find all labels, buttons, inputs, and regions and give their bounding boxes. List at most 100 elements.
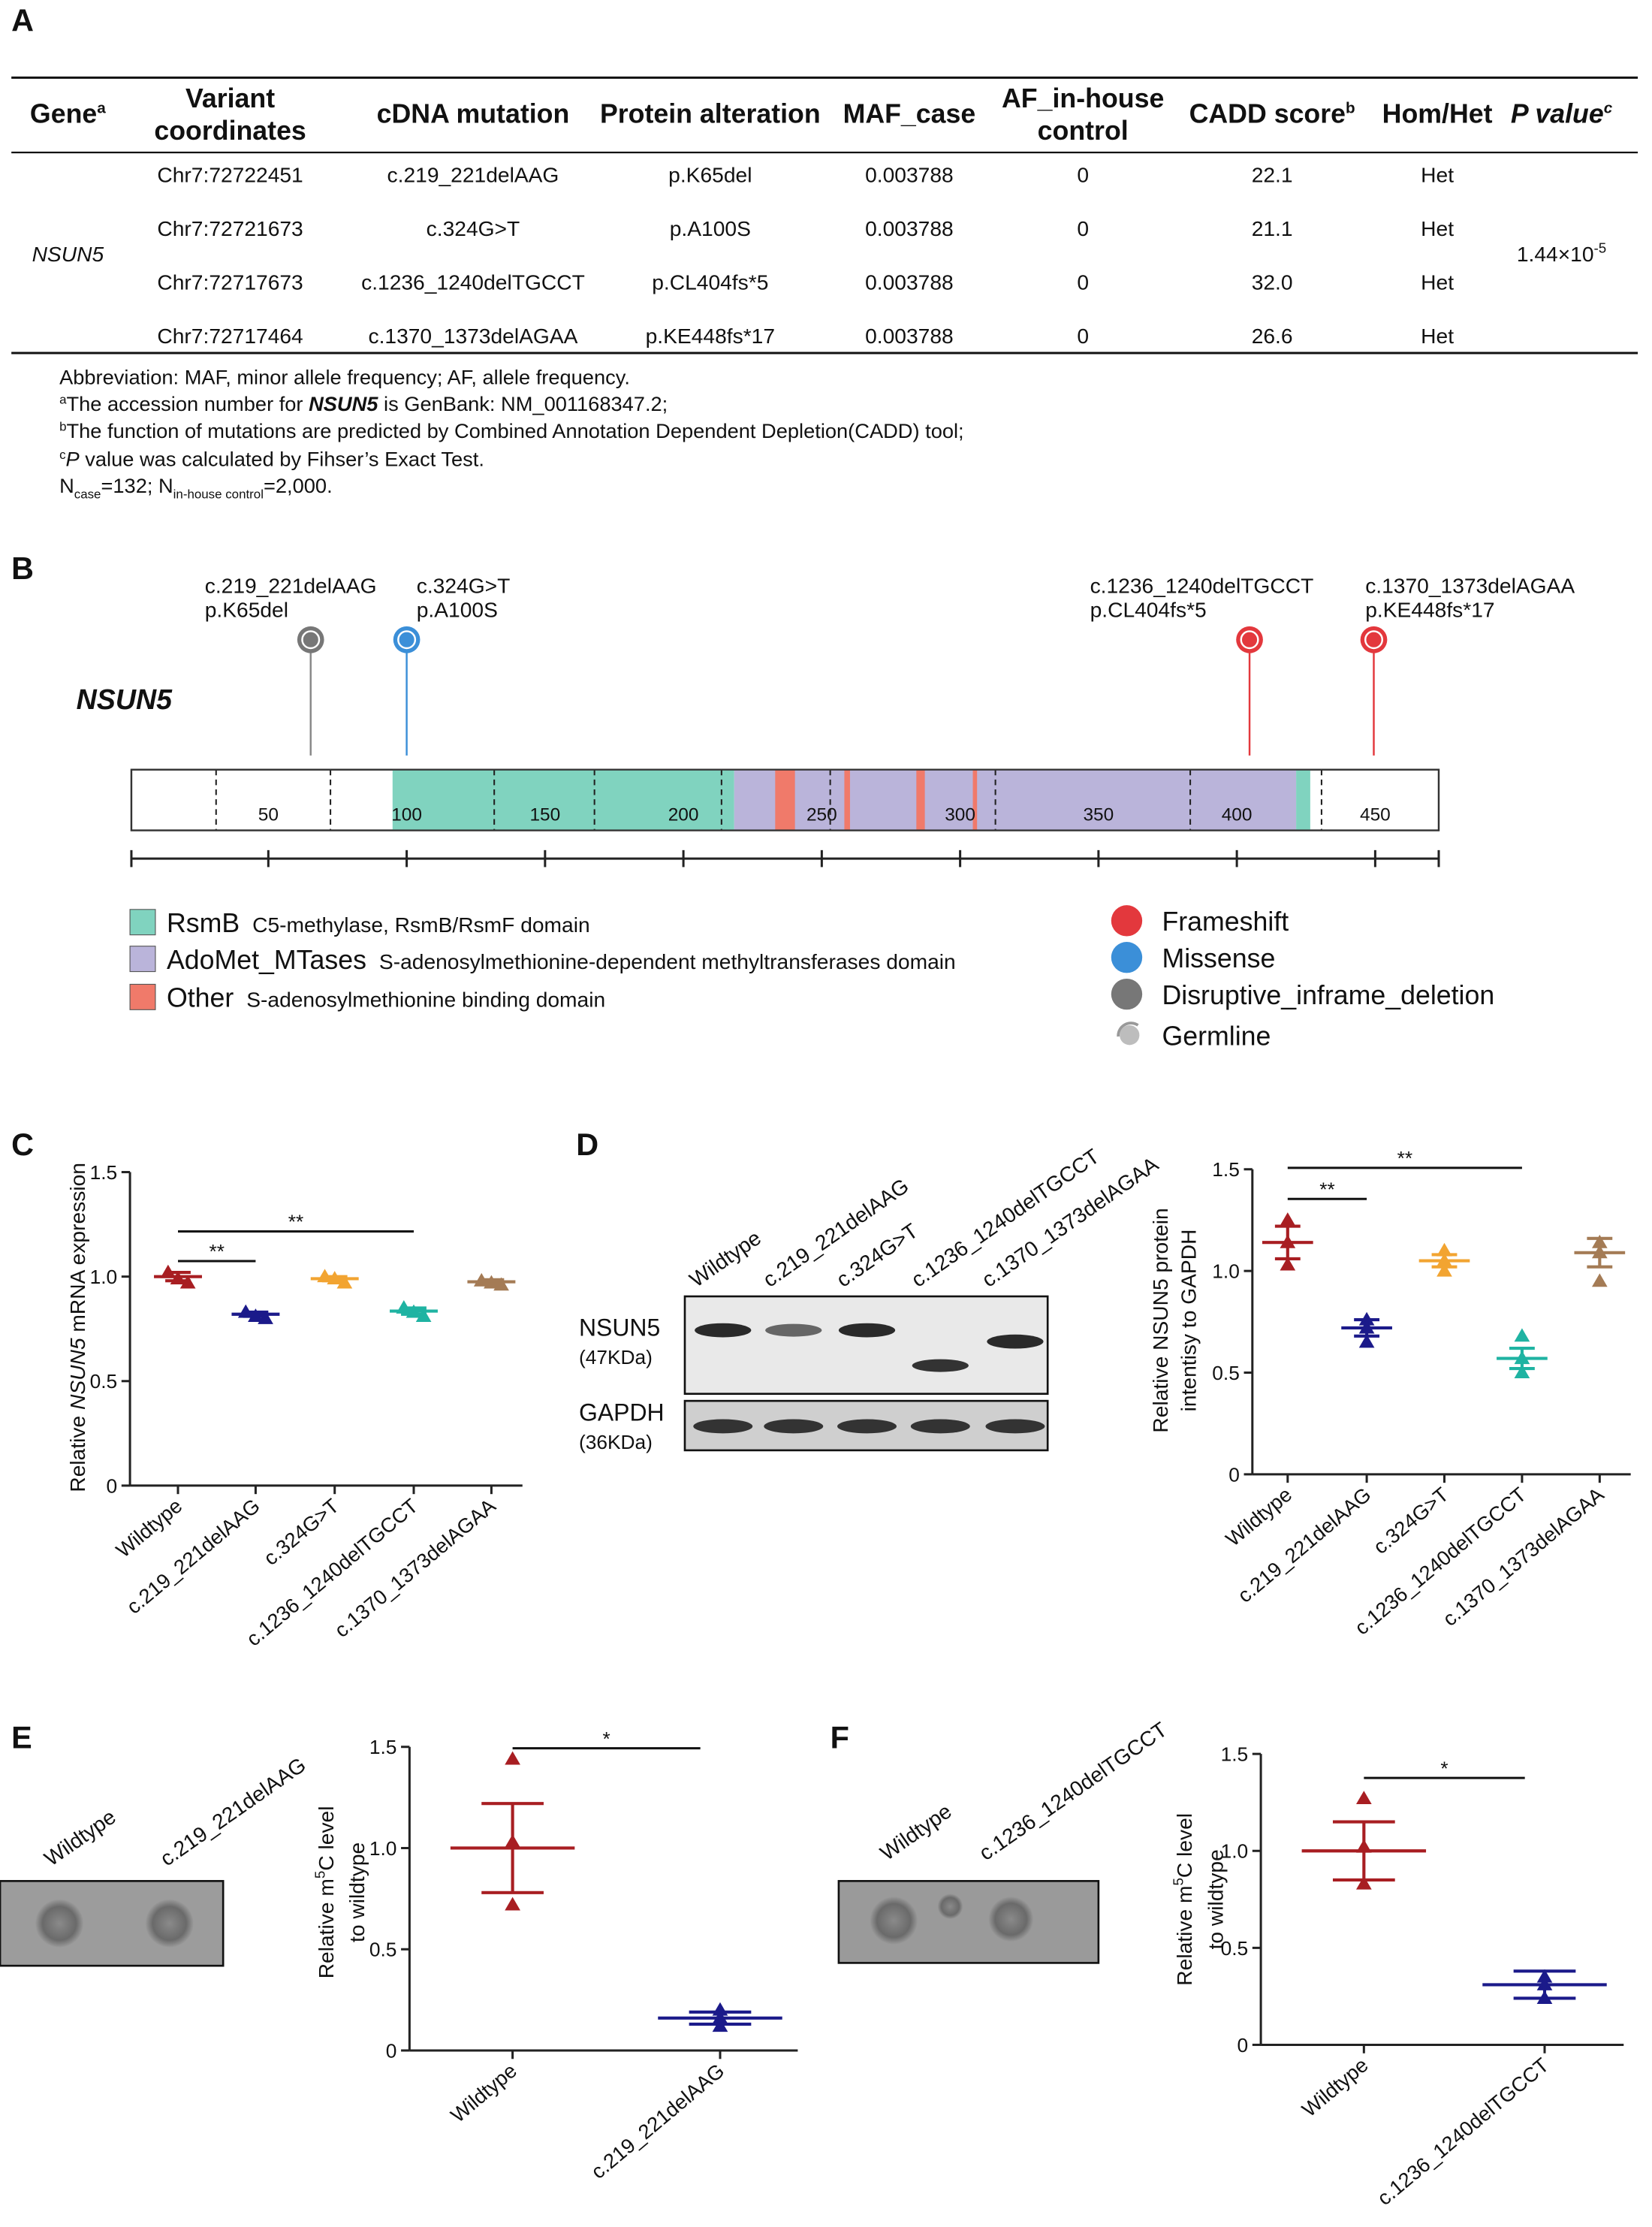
p-value: 1.44×10	[1517, 242, 1594, 266]
data-point	[1436, 1263, 1452, 1277]
y-label-part: NSUN5	[65, 1338, 89, 1410]
mutation-protein: p.A100S	[417, 598, 498, 622]
table-cell: c.1236_1240delTGCCT	[361, 270, 585, 294]
table-cell: 32.0	[1252, 270, 1293, 294]
y-label-sup: 5	[1171, 1878, 1186, 1885]
position-label: 50	[258, 804, 279, 825]
lane-label: c.1236_1240delTGCCT	[975, 1717, 1171, 1865]
data-point	[1358, 1334, 1375, 1348]
table-cell: Het	[1421, 324, 1454, 348]
position-label: 100	[391, 804, 422, 825]
domain	[1296, 769, 1310, 831]
domain	[392, 769, 734, 831]
significance-label: *	[603, 1728, 610, 1750]
legend-swatch	[129, 983, 156, 1010]
y-tick-label: 0.5	[90, 1370, 118, 1393]
legend-marker	[1111, 942, 1143, 973]
footnote-text: =2,000.	[264, 474, 333, 497]
lollipop-ring	[1240, 630, 1259, 650]
y-tick-label: 0	[386, 2039, 397, 2062]
legend-label: Other	[167, 983, 234, 1013]
column-header: MAF_case	[843, 99, 976, 129]
position-label: 400	[1222, 804, 1253, 825]
footnote-mark: a	[59, 393, 67, 407]
header-sup: b	[1346, 99, 1355, 116]
panel-label: C	[11, 1127, 34, 1162]
footnote-sub: case	[74, 487, 101, 502]
dot	[35, 1899, 84, 1948]
legend-marker	[1111, 905, 1143, 937]
table-cell: p.K65del	[668, 163, 752, 187]
significance-label: **	[209, 1240, 224, 1263]
position-label: 450	[1360, 804, 1391, 825]
data-point	[505, 1751, 520, 1765]
table-cell: Chr7:72721673	[157, 216, 303, 240]
lane-label: Wildtype	[876, 1799, 956, 1865]
table-cell: c.219_221delAAG	[387, 163, 559, 187]
table-cell: 0.003788	[865, 216, 954, 240]
data-point	[1355, 1875, 1372, 1890]
table-cell: c.324G>T	[427, 216, 520, 240]
y-tick-label: 0	[1228, 1463, 1240, 1486]
y-tick-label: 1.0	[1221, 1840, 1249, 1863]
y-label-part: Relative	[65, 1410, 89, 1492]
y-axis-label: Relative m5C level	[312, 1806, 338, 1979]
y-label-part: mRNA expression	[65, 1163, 89, 1338]
legend-swatch	[129, 946, 156, 973]
table-cell: Chr7:72717673	[157, 270, 303, 294]
panel-label: E	[11, 1721, 32, 1755]
footnote-sub: in-house control	[173, 487, 264, 502]
column-header: cDNA mutation	[377, 99, 570, 129]
legend-description: S-adenosylmethionine binding domain	[246, 988, 605, 1012]
domain	[916, 769, 925, 831]
position-label: 150	[529, 804, 560, 825]
footnote-text: is GenBank: NM_001168347.2;	[378, 392, 668, 415]
y-tick-label: 1.0	[1212, 1260, 1240, 1283]
p-value-exponent: -5	[1594, 240, 1607, 256]
table-cell: 0	[1077, 324, 1089, 348]
y-label-part: Relative m	[1172, 1886, 1196, 1986]
exon-boundaries	[215, 769, 1322, 831]
table-cell: p.KE448fs*17	[646, 324, 775, 348]
column-header: coordinates	[154, 116, 306, 146]
significance-label: **	[288, 1211, 303, 1233]
dot	[988, 1897, 1034, 1942]
domain	[734, 769, 1297, 831]
lollipop-head	[393, 626, 421, 653]
significance-label: **	[1319, 1178, 1334, 1200]
legend-label: Missense	[1162, 943, 1275, 973]
table-cell: Het	[1421, 163, 1454, 187]
position-label: 350	[1083, 804, 1114, 825]
header-text: MAF_case	[843, 99, 976, 129]
table-cell: c.1370_1373delAGAA	[368, 324, 577, 348]
dot	[937, 1894, 963, 1920]
footnote-text: N	[59, 474, 74, 497]
y-axis-label: to wildtype	[345, 1842, 369, 1942]
data-point	[1355, 1791, 1372, 1805]
y-label-part: Relative m	[314, 1878, 338, 1978]
y-tick-label: 1.5	[90, 1161, 118, 1184]
x-tick-label: Wildtype	[1298, 2053, 1373, 2121]
header-sup: a	[97, 99, 106, 116]
gene-label: NSUN5	[77, 683, 173, 715]
lane-label: Wildtype	[40, 1804, 120, 1870]
position-label: 200	[668, 804, 699, 825]
column-header: Variant	[185, 83, 275, 113]
lollipop-head	[1360, 626, 1388, 653]
significance-label: **	[1397, 1147, 1412, 1169]
header-text: Hom/Het	[1382, 99, 1493, 129]
column-header: Hom/Het	[1382, 99, 1493, 129]
footnote-text: The accession number for	[66, 392, 309, 415]
data-point	[505, 1897, 520, 1911]
table-cell: Het	[1421, 270, 1454, 294]
bands	[693, 1323, 1045, 1434]
table-cell: p.A100S	[670, 216, 751, 240]
y-tick-label: 0.5	[1212, 1362, 1240, 1384]
x-tick-label: c.219_221delAAG	[122, 1494, 264, 1619]
table-cell: 0	[1077, 270, 1089, 294]
footnote-text: The function of mutations are predicted …	[66, 419, 963, 442]
y-axis-label: intentisy to GAPDH	[1177, 1230, 1201, 1412]
y-tick-label: 1.5	[1221, 1743, 1249, 1766]
y-tick-label: 0	[107, 1474, 118, 1497]
footnote: aThe accession number for NSUN5 is GenBa…	[59, 392, 668, 415]
